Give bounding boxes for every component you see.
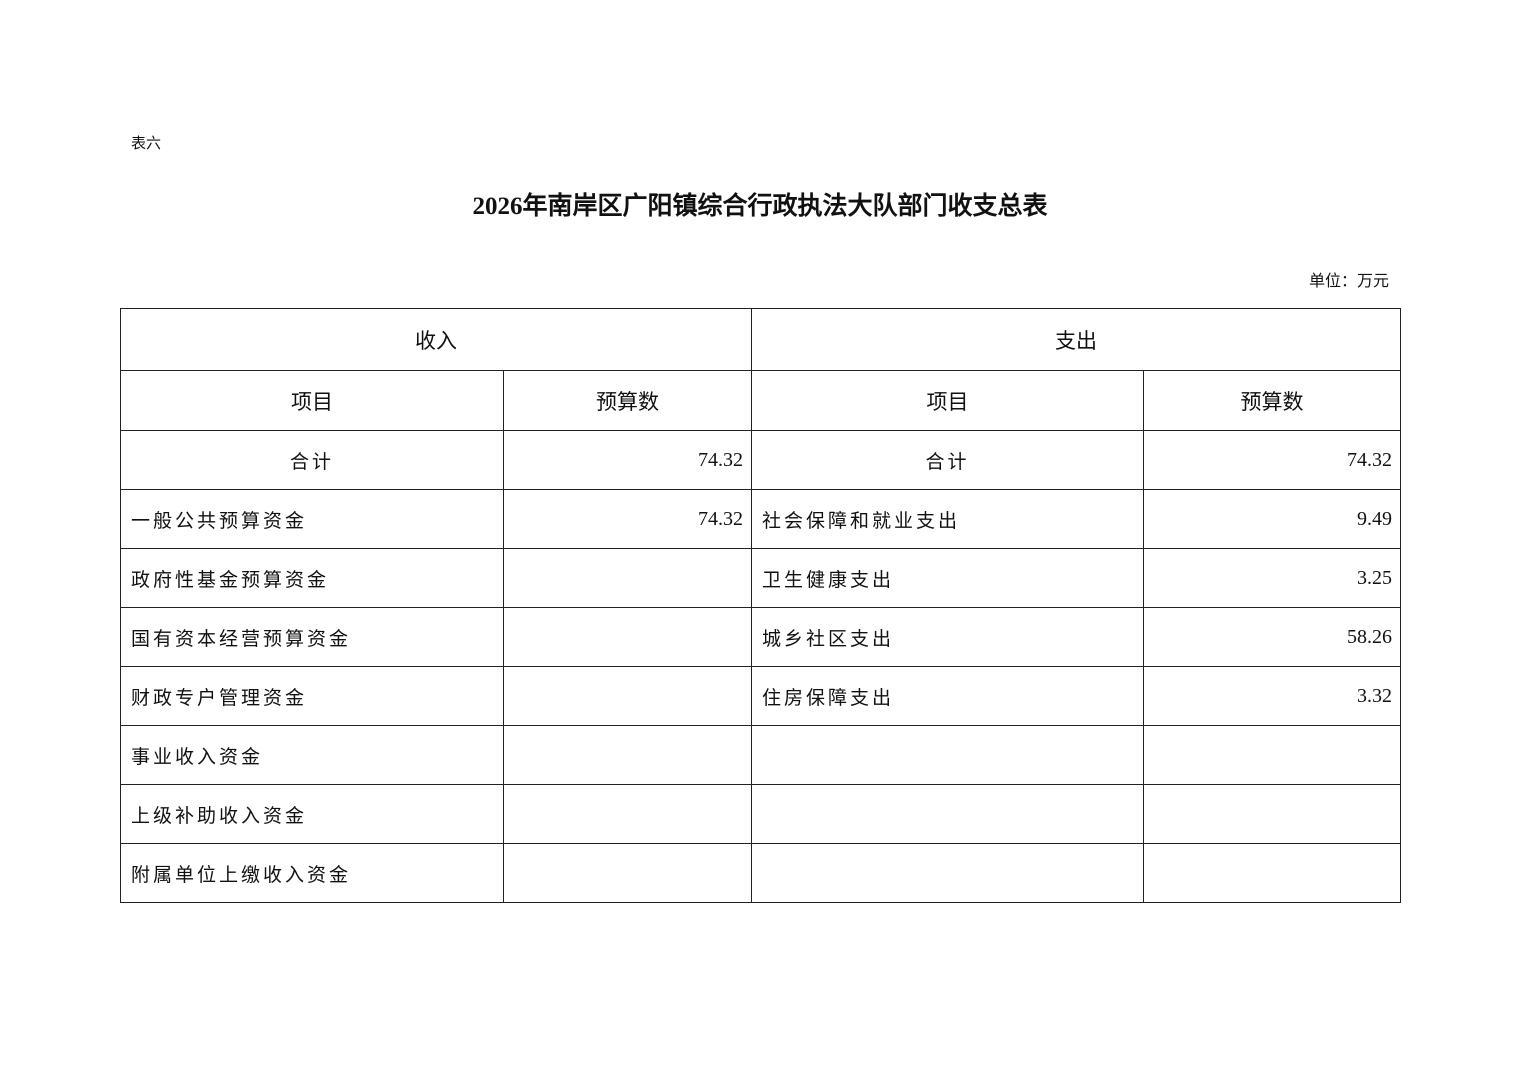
expense-total-label: 合计 bbox=[751, 430, 1144, 490]
expense-item-cell: 城乡社区支出 bbox=[751, 607, 1144, 667]
expense-item-cell: 卫生健康支出 bbox=[751, 548, 1144, 608]
income-item-cell: 上级补助收入资金 bbox=[120, 784, 504, 844]
income-item-cell: 政府性基金预算资金 bbox=[120, 548, 504, 608]
table-row: 事业收入资金 bbox=[120, 725, 1401, 785]
income-item-header: 项目 bbox=[120, 370, 504, 431]
expense-item-header: 项目 bbox=[751, 370, 1144, 431]
table-row: 上级补助收入资金 bbox=[120, 784, 1401, 844]
income-value-cell bbox=[503, 843, 752, 903]
expense-value-cell: 9.49 bbox=[1143, 489, 1401, 549]
income-item-cell: 事业收入资金 bbox=[120, 725, 504, 785]
expense-value-cell: 3.32 bbox=[1143, 666, 1401, 726]
expense-value-cell: 3.25 bbox=[1143, 548, 1401, 608]
income-budget-header: 预算数 bbox=[503, 370, 752, 431]
expense-value-cell bbox=[1143, 784, 1401, 844]
expense-item-cell bbox=[751, 784, 1144, 844]
table-row: 国有资本经营预算资金 城乡社区支出 58.26 bbox=[120, 607, 1401, 667]
table-row: 一般公共预算资金 74.32 社会保障和就业支出 9.49 bbox=[120, 489, 1401, 549]
income-header: 收入 bbox=[120, 308, 752, 371]
income-value-cell: 74.32 bbox=[503, 489, 752, 549]
income-value-cell bbox=[503, 725, 752, 785]
expense-item-cell bbox=[751, 725, 1144, 785]
expense-value-cell bbox=[1143, 725, 1401, 785]
expense-item-cell bbox=[751, 843, 1144, 903]
unit-label: 单位：万元 bbox=[1308, 271, 1389, 290]
income-value-cell bbox=[503, 666, 752, 726]
table-row: 附属单位上缴收入资金 bbox=[120, 843, 1401, 903]
table-number-label: 表六 bbox=[131, 134, 162, 152]
expense-total-value: 74.32 bbox=[1143, 430, 1401, 490]
expense-item-cell: 住房保障支出 bbox=[751, 666, 1144, 726]
page-title: 2026年南岸区广阳镇综合行政执法大队部门收支总表 bbox=[472, 193, 1048, 220]
table-row: 财政专户管理资金 住房保障支出 3.32 bbox=[120, 666, 1401, 726]
budget-table: 收入 支出 项目 预算数 项目 预算数 合计 74.32 合计 74.32 一般… bbox=[120, 308, 1401, 903]
income-total-label: 合计 bbox=[120, 430, 504, 490]
income-value-cell bbox=[503, 607, 752, 667]
expense-value-cell: 58.26 bbox=[1143, 607, 1401, 667]
total-row: 合计 74.32 合计 74.32 bbox=[120, 430, 1401, 490]
expense-item-cell: 社会保障和就业支出 bbox=[751, 489, 1144, 549]
income-item-cell: 一般公共预算资金 bbox=[120, 489, 504, 549]
expense-budget-header: 预算数 bbox=[1143, 370, 1401, 431]
income-total-value: 74.32 bbox=[503, 430, 752, 490]
expense-value-cell bbox=[1143, 843, 1401, 903]
table-row: 政府性基金预算资金 卫生健康支出 3.25 bbox=[120, 548, 1401, 608]
header-row-columns: 项目 预算数 项目 预算数 bbox=[120, 370, 1401, 431]
income-value-cell bbox=[503, 548, 752, 608]
expense-header: 支出 bbox=[751, 308, 1401, 371]
income-item-cell: 财政专户管理资金 bbox=[120, 666, 504, 726]
header-row-group: 收入 支出 bbox=[120, 308, 1401, 371]
income-item-cell: 国有资本经营预算资金 bbox=[120, 607, 504, 667]
income-item-cell: 附属单位上缴收入资金 bbox=[120, 843, 504, 903]
income-value-cell bbox=[503, 784, 752, 844]
